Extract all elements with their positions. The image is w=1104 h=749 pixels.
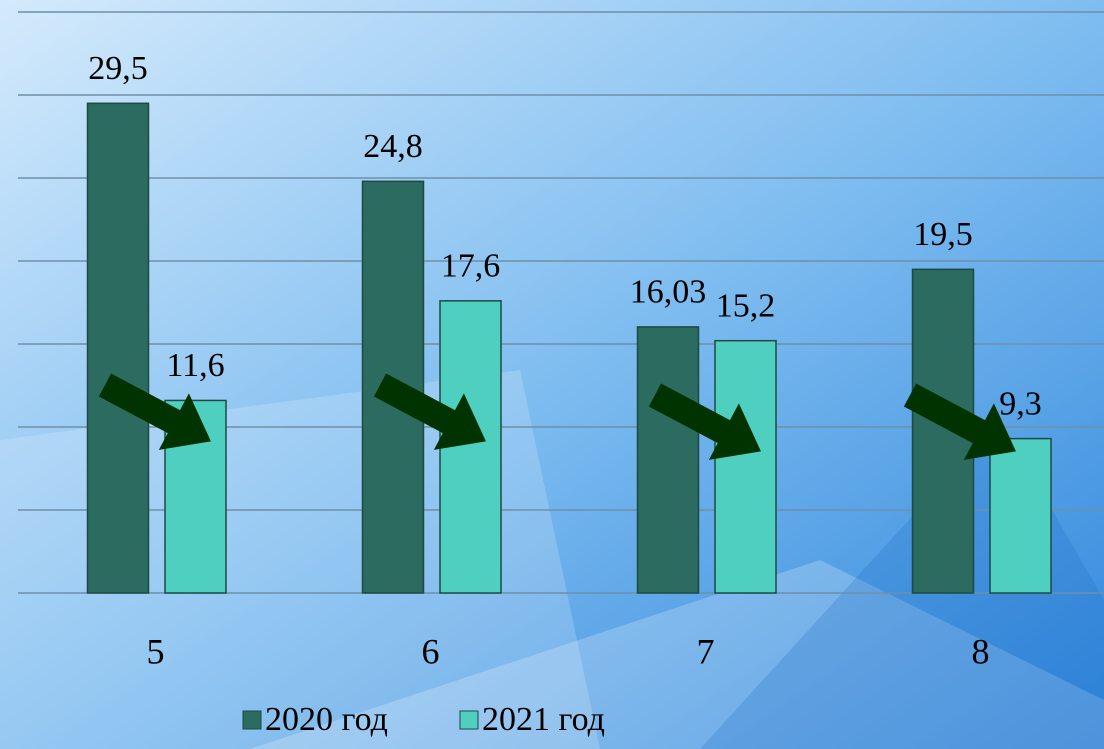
x-tick-label: 6 xyxy=(422,631,440,671)
bar xyxy=(989,437,1052,594)
data-label: 9,3 xyxy=(999,385,1042,422)
arrows xyxy=(98,373,1016,460)
x-tick-label: 5 xyxy=(147,631,165,671)
arrow xyxy=(98,373,211,450)
data-label: 11,6 xyxy=(166,347,224,384)
legend-label: 2020 год xyxy=(265,701,388,738)
arrow xyxy=(373,373,486,450)
bar xyxy=(714,339,777,594)
arrow xyxy=(903,383,1016,460)
background-shape xyxy=(250,560,1104,749)
data-label: 17,6 xyxy=(441,248,501,285)
legend-label: 2021 год xyxy=(482,701,605,738)
data-label: 24,8 xyxy=(363,128,423,165)
data-label: 19,5 xyxy=(913,216,973,253)
legend-swatch xyxy=(242,710,262,730)
x-tick-label: 7 xyxy=(697,631,715,671)
legend-swatch xyxy=(459,710,479,730)
data-label: 16,03 xyxy=(630,274,707,311)
data-label: 15,2 xyxy=(716,287,776,324)
bar xyxy=(86,102,150,594)
arrow xyxy=(648,383,761,460)
x-tick-label: 8 xyxy=(972,631,990,671)
data-label: 29,5 xyxy=(88,50,148,87)
bar xyxy=(636,326,700,594)
